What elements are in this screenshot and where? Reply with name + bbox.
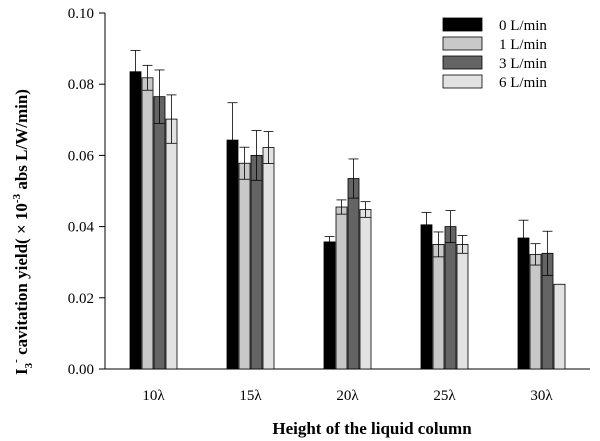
bar — [335, 206, 348, 370]
bar — [553, 283, 566, 370]
legend: 0 L/min 1 L/min 3 L/min 6 L/min — [442, 17, 547, 91]
bar — [165, 118, 178, 370]
bar — [517, 237, 530, 370]
legend-swatch — [442, 55, 483, 70]
bar — [456, 243, 469, 370]
legend-swatch — [442, 17, 483, 32]
bar — [432, 243, 445, 370]
axes — [99, 12, 590, 370]
bar — [347, 178, 360, 370]
x-tick-label: 20λ — [336, 388, 359, 404]
x-tick-labels: 10λ 15λ 20λ 25λ 30λ — [142, 388, 553, 404]
legend-label: 0 L/min — [499, 18, 547, 34]
bar — [238, 162, 251, 370]
bar — [262, 147, 275, 370]
bar — [529, 253, 542, 370]
bar — [129, 71, 142, 370]
y-tick-labels: 0.00 0.02 0.04 0.06 0.08 0.10 — [68, 6, 95, 378]
y-axis-title: I3- cavitation yield( × 10-3 abs L/W/min… — [10, 89, 35, 375]
bar — [323, 241, 336, 370]
bar — [250, 154, 263, 370]
bar — [141, 77, 154, 370]
x-tick-label: 25λ — [433, 388, 456, 404]
legend-label: 1 L/min — [499, 37, 547, 53]
legend-swatch — [442, 74, 483, 89]
x-axis-title: Height of the liquid column — [272, 419, 472, 438]
bars — [129, 49, 566, 370]
x-tick-label: 15λ — [239, 388, 262, 404]
y-tick-label: 0.08 — [68, 77, 94, 93]
bar — [153, 96, 166, 370]
legend-label: 3 L/min — [499, 56, 547, 72]
x-tick-label: 30λ — [530, 388, 553, 404]
y-tick-label: 0.00 — [68, 362, 94, 378]
bar — [359, 209, 372, 370]
legend-swatch — [442, 36, 483, 51]
bar — [444, 226, 457, 370]
y-tick-label: 0.10 — [68, 6, 94, 22]
legend-label: 6 L/min — [499, 75, 547, 91]
y-tick-label: 0.02 — [68, 291, 94, 307]
y-tick-label: 0.04 — [68, 220, 95, 236]
bar — [420, 224, 433, 370]
x-tick-label: 10λ — [142, 388, 165, 404]
y-tick-label: 0.06 — [68, 148, 95, 164]
